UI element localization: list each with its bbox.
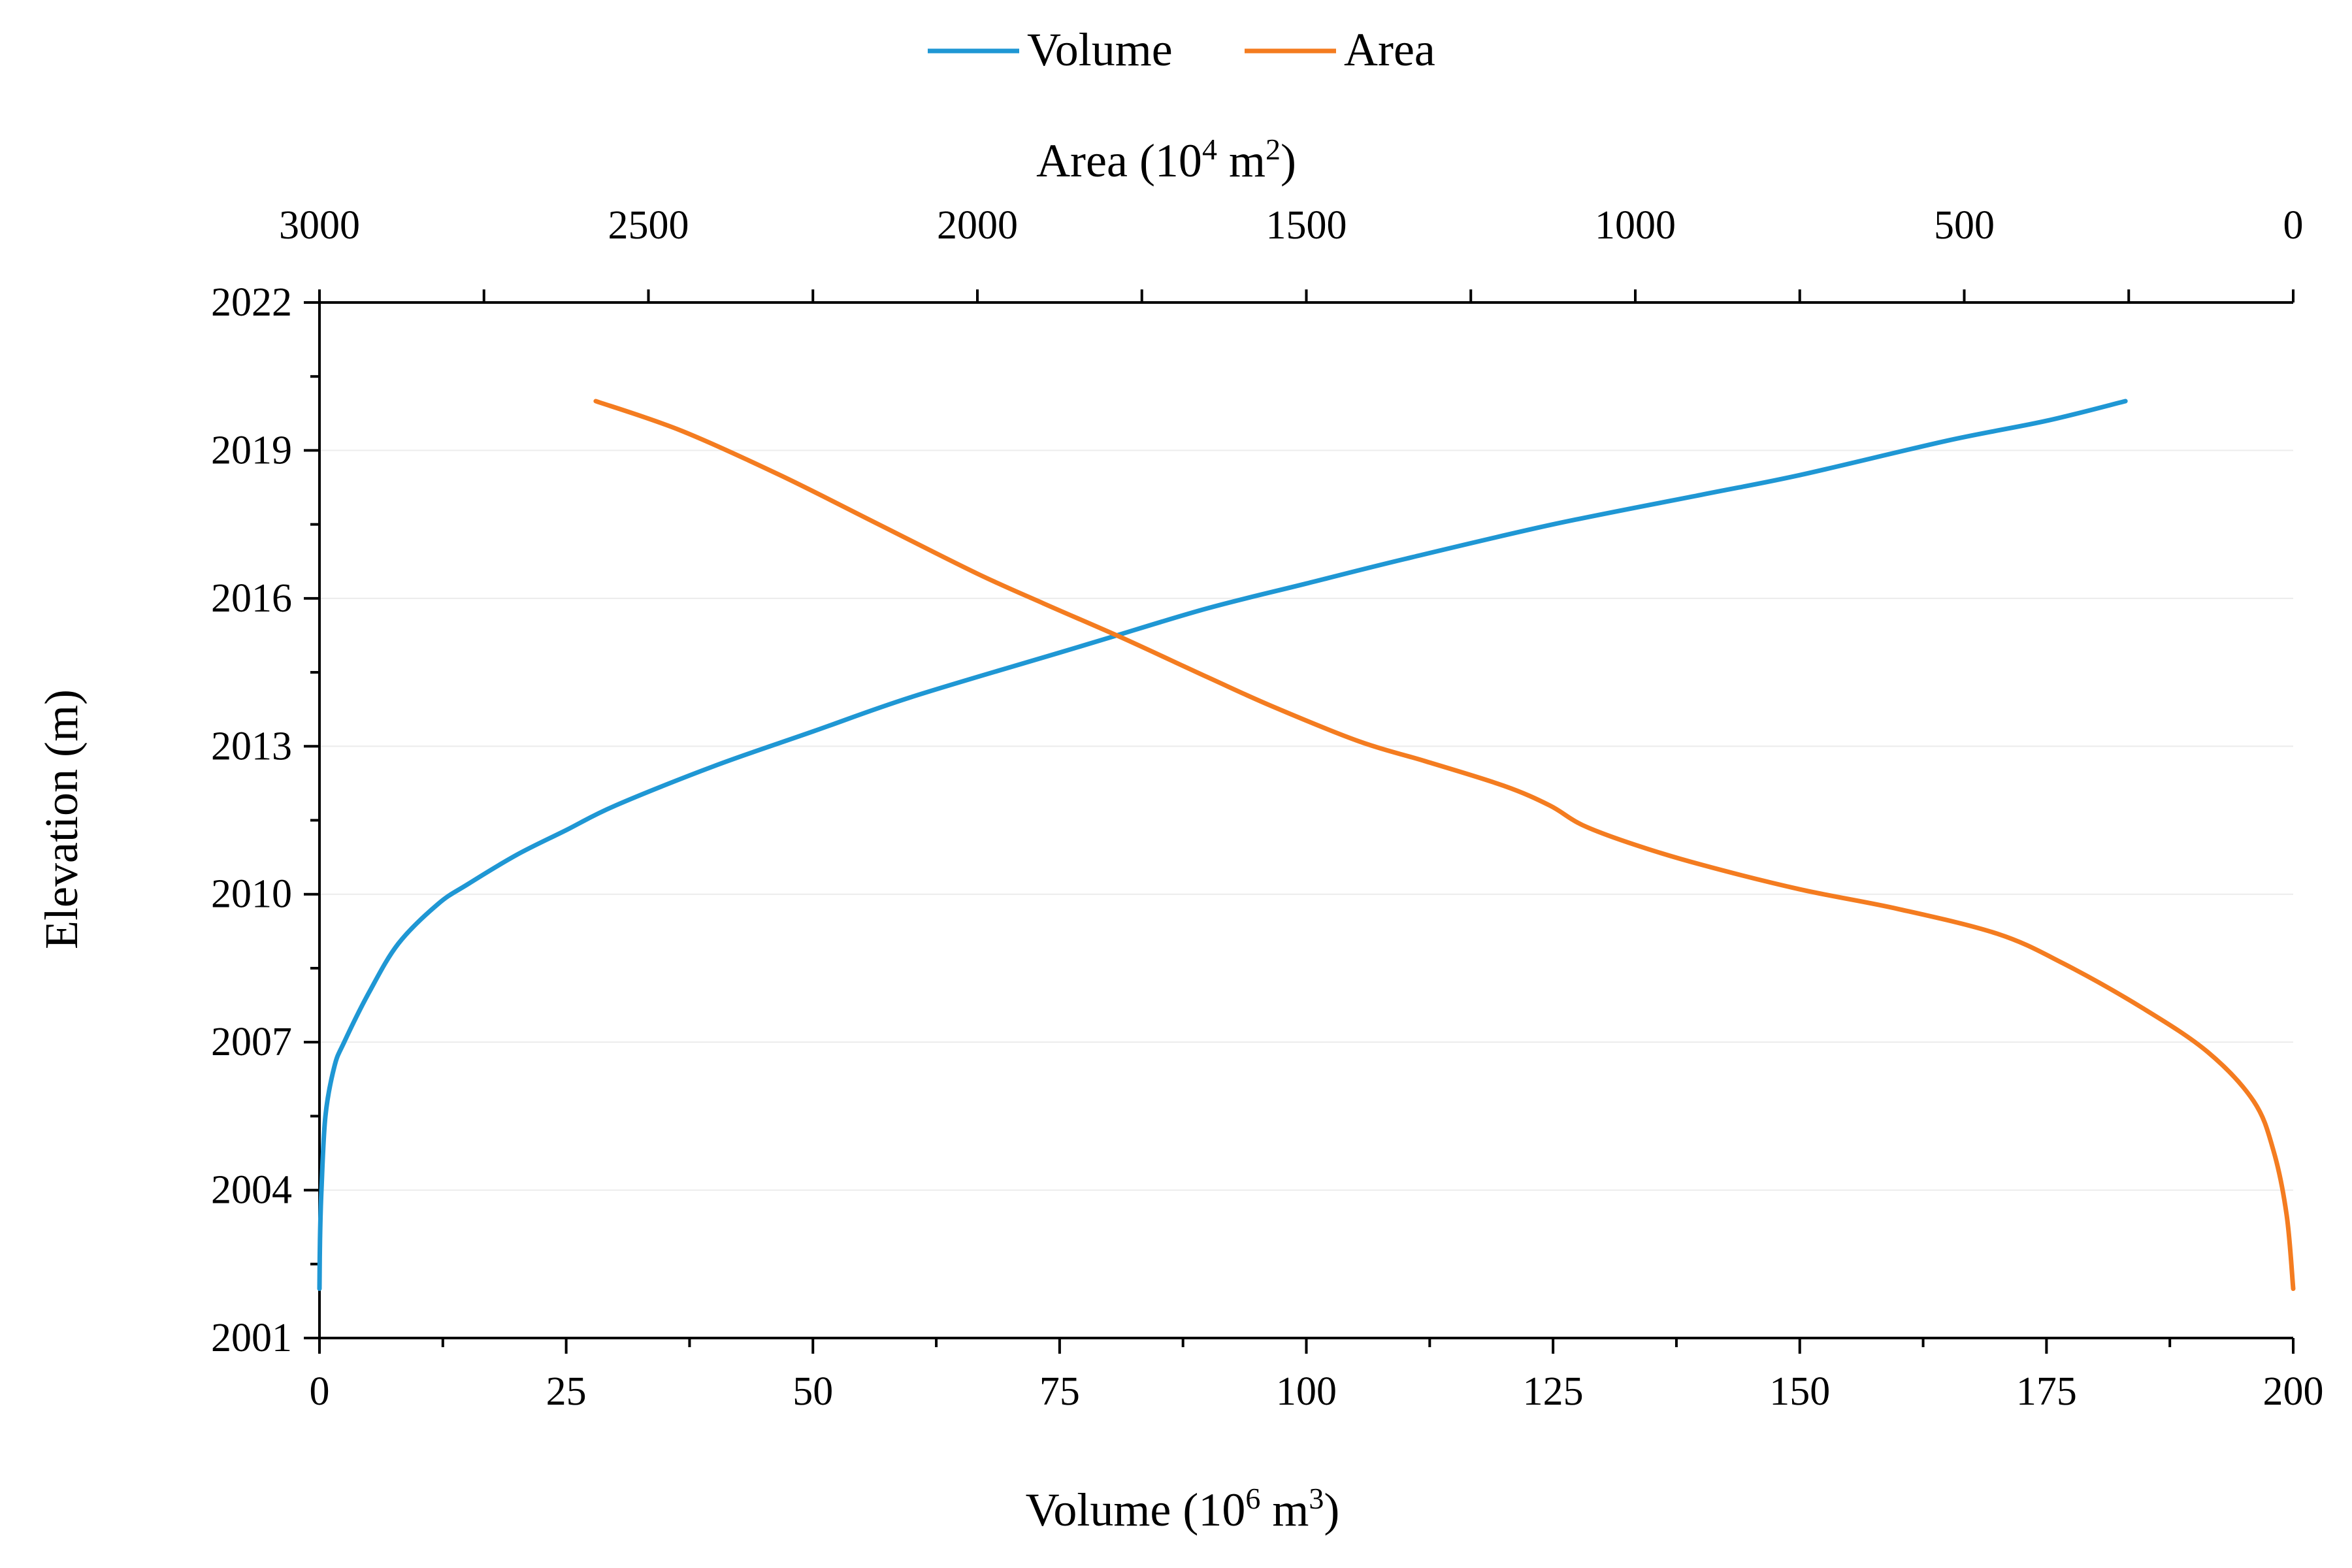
bottom-tick-label-175: 175 <box>2016 1369 2077 1414</box>
bottom-tick-label-50: 50 <box>792 1369 833 1414</box>
top-tick-label-500: 500 <box>1934 203 1995 248</box>
bottom-axis-title: Volume (106 m3) <box>1026 1482 1340 1536</box>
series-layer <box>317 399 2296 1291</box>
y-tick-label-2010: 2010 <box>211 872 292 917</box>
top-axis-title: Area (104 m2) <box>1036 133 1296 187</box>
y-axis-title: Elevation (m) <box>35 689 88 949</box>
y-tick-label-2004: 2004 <box>211 1168 292 1213</box>
bottom-tick-label-125: 125 <box>1523 1369 1584 1414</box>
y-tick-label-2019: 2019 <box>211 428 292 472</box>
top-tick-label-2000: 2000 <box>937 203 1018 248</box>
top-tick-label-0: 0 <box>2283 203 2304 248</box>
y-tick-label-2013: 2013 <box>211 724 292 768</box>
gridlines <box>319 449 2293 1191</box>
legend-area-label: Area <box>1344 24 1435 76</box>
bottom-tick-label-0: 0 <box>310 1369 330 1414</box>
y-tick-label-2022: 2022 <box>211 280 292 325</box>
y-tick-label-2001: 2001 <box>211 1316 292 1360</box>
y-tick-label-2007: 2007 <box>211 1020 292 1064</box>
series-area-line <box>593 399 2296 1291</box>
series-volume-line <box>317 399 2128 1291</box>
top-tick-label-1000: 1000 <box>1595 203 1676 248</box>
top-tick-label-2500: 2500 <box>608 203 689 248</box>
legend-volume-label: Volume <box>1027 24 1173 76</box>
bottom-tick-labels: 0 25 50 75 100 125 150 175 200 <box>310 1369 2324 1414</box>
y-tick-label-2016: 2016 <box>211 576 292 621</box>
bottom-tick-label-100: 100 <box>1276 1369 1337 1414</box>
top-tick-label-3000: 3000 <box>279 203 360 248</box>
axes <box>304 289 2295 1354</box>
top-tick-labels: 3000 2500 2000 1500 1000 500 0 <box>279 203 2304 248</box>
bottom-tick-label-75: 75 <box>1039 1369 1080 1414</box>
top-tick-label-1500: 1500 <box>1266 203 1347 248</box>
bottom-tick-label-150: 150 <box>1769 1369 1830 1414</box>
bottom-tick-label-25: 25 <box>546 1369 587 1414</box>
y-tick-labels: 2001 2004 2007 2010 2013 2016 2019 2022 <box>211 280 292 1360</box>
bottom-tick-label-200: 200 <box>2263 1369 2324 1414</box>
legend: Volume Area <box>928 24 1435 76</box>
